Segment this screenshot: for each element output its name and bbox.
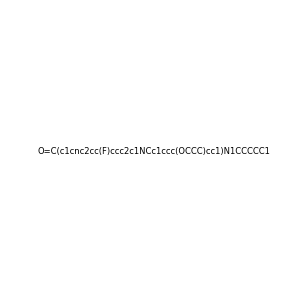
Text: O=C(c1cnc2cc(F)ccc2c1NCc1ccc(OCCC)cc1)N1CCCCC1: O=C(c1cnc2cc(F)ccc2c1NCc1ccc(OCCC)cc1)N1… bbox=[37, 147, 270, 156]
